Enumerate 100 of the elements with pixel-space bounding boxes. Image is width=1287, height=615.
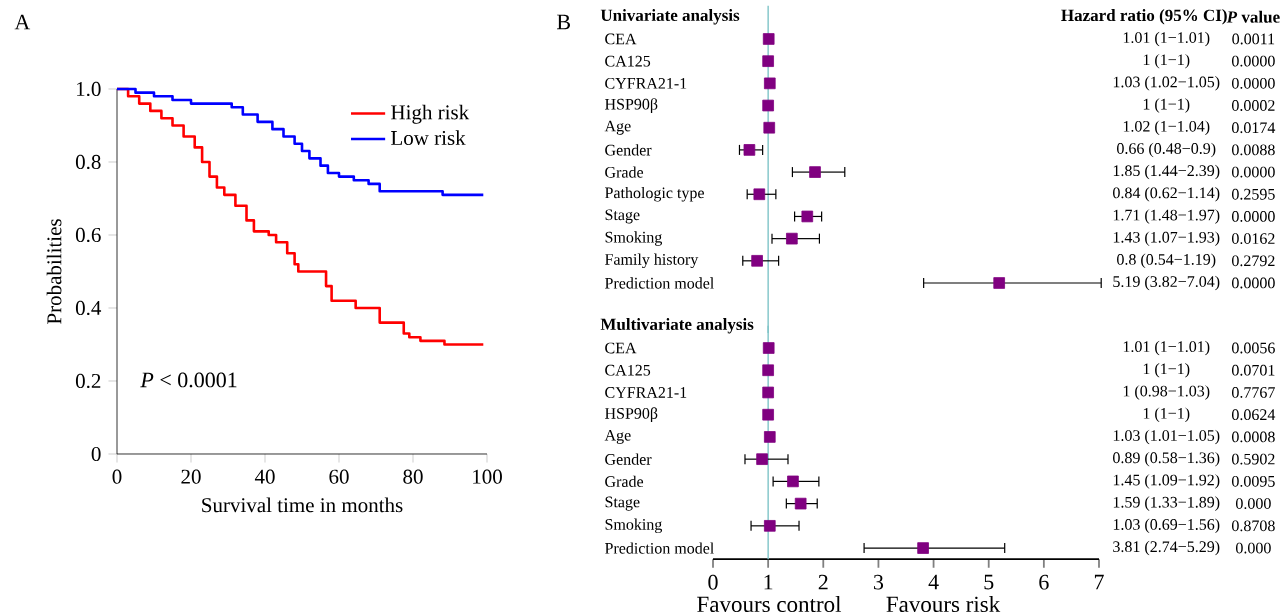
text: 0.0088: [1231, 144, 1275, 156]
y-tick-label: Smoking: [605, 231, 663, 246]
text: Favours control: [697, 595, 842, 613]
legend-label: High risk: [391, 104, 470, 124]
y-tick-label: 1.0: [77, 81, 101, 97]
y-tick-label: CEA: [605, 342, 637, 354]
text: 1.03 (0.69−1.56): [1113, 518, 1220, 534]
y-tick-label: 0.4: [75, 300, 102, 316]
x-tick-label: 0: [112, 469, 122, 484]
point: [809, 166, 821, 178]
text: 0.8708: [1231, 520, 1275, 532]
text: 0.0008: [1231, 431, 1275, 443]
text: 1.59 (1.33−1.89): [1113, 496, 1220, 511]
text: 0.0624: [1231, 409, 1276, 421]
text: 0.0000: [1231, 77, 1275, 89]
y-tick-label: Prediction model: [605, 542, 714, 554]
text: 5.19 (3.82−7.04): [1113, 275, 1220, 291]
text: 1 (1−1): [1143, 407, 1190, 422]
x-tick-label: 1: [764, 574, 773, 590]
text: 1.02 (1−1.04): [1123, 120, 1210, 135]
point: [753, 188, 766, 201]
text: 3.81 (2.74−5.29): [1113, 540, 1220, 556]
text: 1.43 (1.07−1.93): [1113, 231, 1220, 246]
y-tick-label: Age: [604, 429, 631, 444]
y-tick-label: CYFRA21-1: [605, 387, 687, 398]
text: 0.000: [1235, 542, 1271, 554]
text: 1.03 (1.01−1.05): [1113, 429, 1220, 445]
y-tick-label: HSP90β: [605, 407, 658, 423]
point: [993, 277, 1005, 289]
y-tick-label: Prediction model: [605, 277, 714, 289]
text: 0.84 (0.62−1.14): [1113, 187, 1220, 202]
y-tick-label: 0.2: [75, 373, 101, 389]
text: 0.2595: [1231, 188, 1275, 200]
text: 1 (1−1): [1143, 362, 1190, 378]
y-tick-label: 0: [91, 446, 101, 462]
x-tick-label: 100: [473, 469, 502, 484]
legend-label: Low risk: [391, 130, 466, 146]
annotation: P < 0.0001: [140, 372, 237, 388]
point: [764, 520, 776, 532]
point: [762, 55, 774, 67]
text: 1 (1−1): [1143, 98, 1190, 113]
text: 1.71 (1.48−1.97): [1113, 209, 1220, 224]
y-tick-label: CEA: [605, 33, 637, 45]
text: 1 (0.98−1.03): [1123, 385, 1210, 400]
point: [787, 475, 799, 488]
y-tick-label: Pathologic type: [605, 186, 704, 202]
y-tick-label: Stage: [605, 496, 640, 511]
y-tick-label: Smoking: [605, 518, 663, 534]
text: 1.45 (1.09−1.92): [1113, 474, 1220, 489]
y-axis-title: Probabilities: [46, 219, 62, 324]
text: 0.0002: [1231, 100, 1275, 111]
text: 0.5902: [1231, 453, 1275, 465]
text: 0.0162: [1231, 233, 1275, 245]
x-tick-label: 3: [873, 574, 884, 590]
point: [762, 386, 774, 399]
point: [762, 33, 775, 45]
y-tick-label: CA125: [605, 364, 651, 376]
text: A: [14, 14, 31, 30]
text: 0.0095: [1231, 475, 1275, 487]
text: 0.0011: [1232, 33, 1275, 45]
x-tick-label: 6: [1039, 574, 1049, 590]
text: 0.0701: [1231, 364, 1275, 376]
point: [801, 210, 814, 223]
y-tick-label: Grade: [605, 166, 644, 178]
x-tick-label: 60: [329, 469, 349, 484]
point: [794, 497, 807, 510]
x-tick-label: 5: [984, 574, 994, 590]
x-tick-label: 40: [254, 469, 275, 484]
text: P value: [1226, 10, 1280, 23]
text: 0.7767: [1231, 387, 1275, 398]
y-tick-label: Gender: [605, 453, 652, 465]
point: [762, 99, 774, 112]
y-tick-label: Family history: [605, 253, 699, 269]
y-tick-label: CA125: [605, 55, 651, 67]
text: 1.85 (1.44−2.39): [1113, 164, 1220, 180]
point: [917, 542, 929, 554]
text: B: [557, 14, 570, 30]
x-tick-label: 80: [403, 469, 423, 484]
y-tick-label: Age: [604, 120, 631, 135]
chart-title: Univariate analysis: [600, 9, 740, 25]
text: 0.0174: [1231, 122, 1276, 134]
y-tick-label: Gender: [605, 144, 652, 156]
y-tick-label: 0.6: [75, 227, 101, 243]
point: [762, 342, 775, 354]
x-tick-label: 7: [1094, 574, 1104, 590]
point: [762, 364, 774, 377]
y-tick-label: 0.8: [75, 154, 101, 170]
point: [751, 255, 763, 267]
point: [762, 408, 774, 421]
text: Hazard ratio (95% CI): [1061, 9, 1227, 25]
y-tick-label: Grade: [605, 475, 644, 488]
text: 0.0000: [1231, 277, 1275, 289]
x-tick-label: 4: [928, 574, 939, 590]
text: 0.66 (0.48−0.9): [1117, 142, 1216, 158]
text: 0.0000: [1231, 166, 1275, 178]
text: 1 (1−1): [1143, 53, 1190, 69]
text: 0.2792: [1231, 255, 1275, 267]
text: 0.000: [1235, 498, 1271, 510]
text: 0.0000: [1231, 211, 1275, 222]
text: 0.0000: [1231, 55, 1275, 67]
